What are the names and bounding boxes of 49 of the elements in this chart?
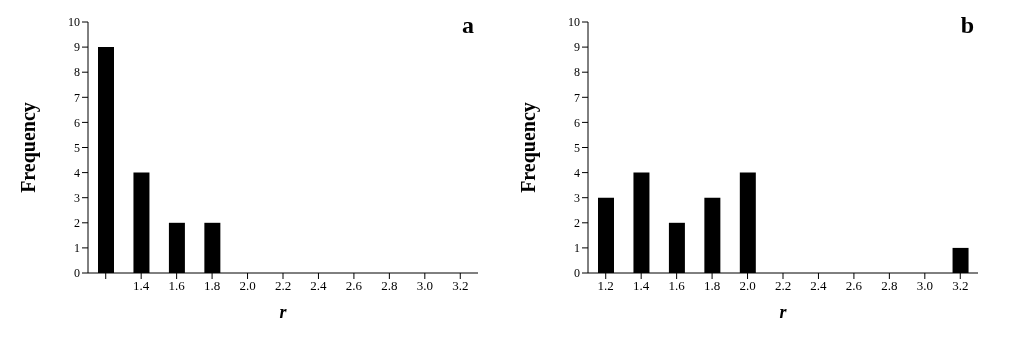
x-tick-label: 3.0 xyxy=(916,278,933,294)
x-tick-label: 1.4 xyxy=(133,278,150,294)
y-tick-label: 5 xyxy=(74,140,80,155)
y-tick-label: 6 xyxy=(74,115,80,130)
y-tick-label: 1 xyxy=(74,241,80,256)
y-tick-label: 4 xyxy=(574,165,580,180)
x-tick-label: 2.2 xyxy=(774,278,792,294)
x-tick-label: 2.4 xyxy=(810,278,828,294)
x-tick-label: 1.8 xyxy=(203,278,221,294)
x-tick-label: 1.2 xyxy=(597,278,614,294)
x-tick-label: 1.8 xyxy=(703,278,721,294)
y-tick-label: 9 xyxy=(74,40,80,55)
x-tick-label: 2.8 xyxy=(881,278,898,294)
y-tick-label: 2 xyxy=(74,216,80,231)
x-tick-label: 2.8 xyxy=(381,278,398,294)
y-tick-label: 9 xyxy=(574,40,580,55)
y-tick-label: 3 xyxy=(74,190,80,205)
y-tick-label: 6 xyxy=(574,115,580,130)
y-tick-label: 10 xyxy=(568,15,580,30)
chart-title: b xyxy=(960,12,974,39)
y-tick-label: 10 xyxy=(68,15,80,30)
x-tick-label: 1.4 xyxy=(633,278,650,294)
x-tick-label: 2.4 xyxy=(310,278,328,294)
x-tick-label: 1.6 xyxy=(668,278,686,294)
x-axis-title: r xyxy=(279,302,288,322)
y-tick-label: 0 xyxy=(574,266,580,281)
y-tick-label: 0 xyxy=(74,266,80,281)
y-axis-title: Frequency xyxy=(517,102,541,193)
x-tick-label: 1.6 xyxy=(168,278,186,294)
x-tick-label: 2.2 xyxy=(274,278,292,294)
y-tick-label: 5 xyxy=(574,140,580,155)
x-tick-label: 3.2 xyxy=(952,278,969,294)
x-tick-label: 3.2 xyxy=(452,278,469,294)
x-tick-label: 2.0 xyxy=(239,278,256,294)
y-tick-label: 2 xyxy=(574,216,580,231)
x-tick-label: 2.6 xyxy=(845,278,863,294)
x-tick-label: 2.6 xyxy=(345,278,363,294)
y-tick-label: 8 xyxy=(74,65,80,80)
x-tick-label: 3.0 xyxy=(416,278,433,294)
chart-title: a xyxy=(462,12,474,39)
y-axis-title: Frequency xyxy=(17,102,41,193)
y-tick-label: 8 xyxy=(574,65,580,80)
x-axis-title: r xyxy=(779,302,788,322)
y-tick-label: 3 xyxy=(574,190,580,205)
x-tick-label: 2.0 xyxy=(739,278,756,294)
y-tick-label: 4 xyxy=(74,165,80,180)
y-tick-label: 1 xyxy=(574,241,580,256)
y-tick-label: 7 xyxy=(74,90,80,105)
y-tick-label: 7 xyxy=(574,90,580,105)
